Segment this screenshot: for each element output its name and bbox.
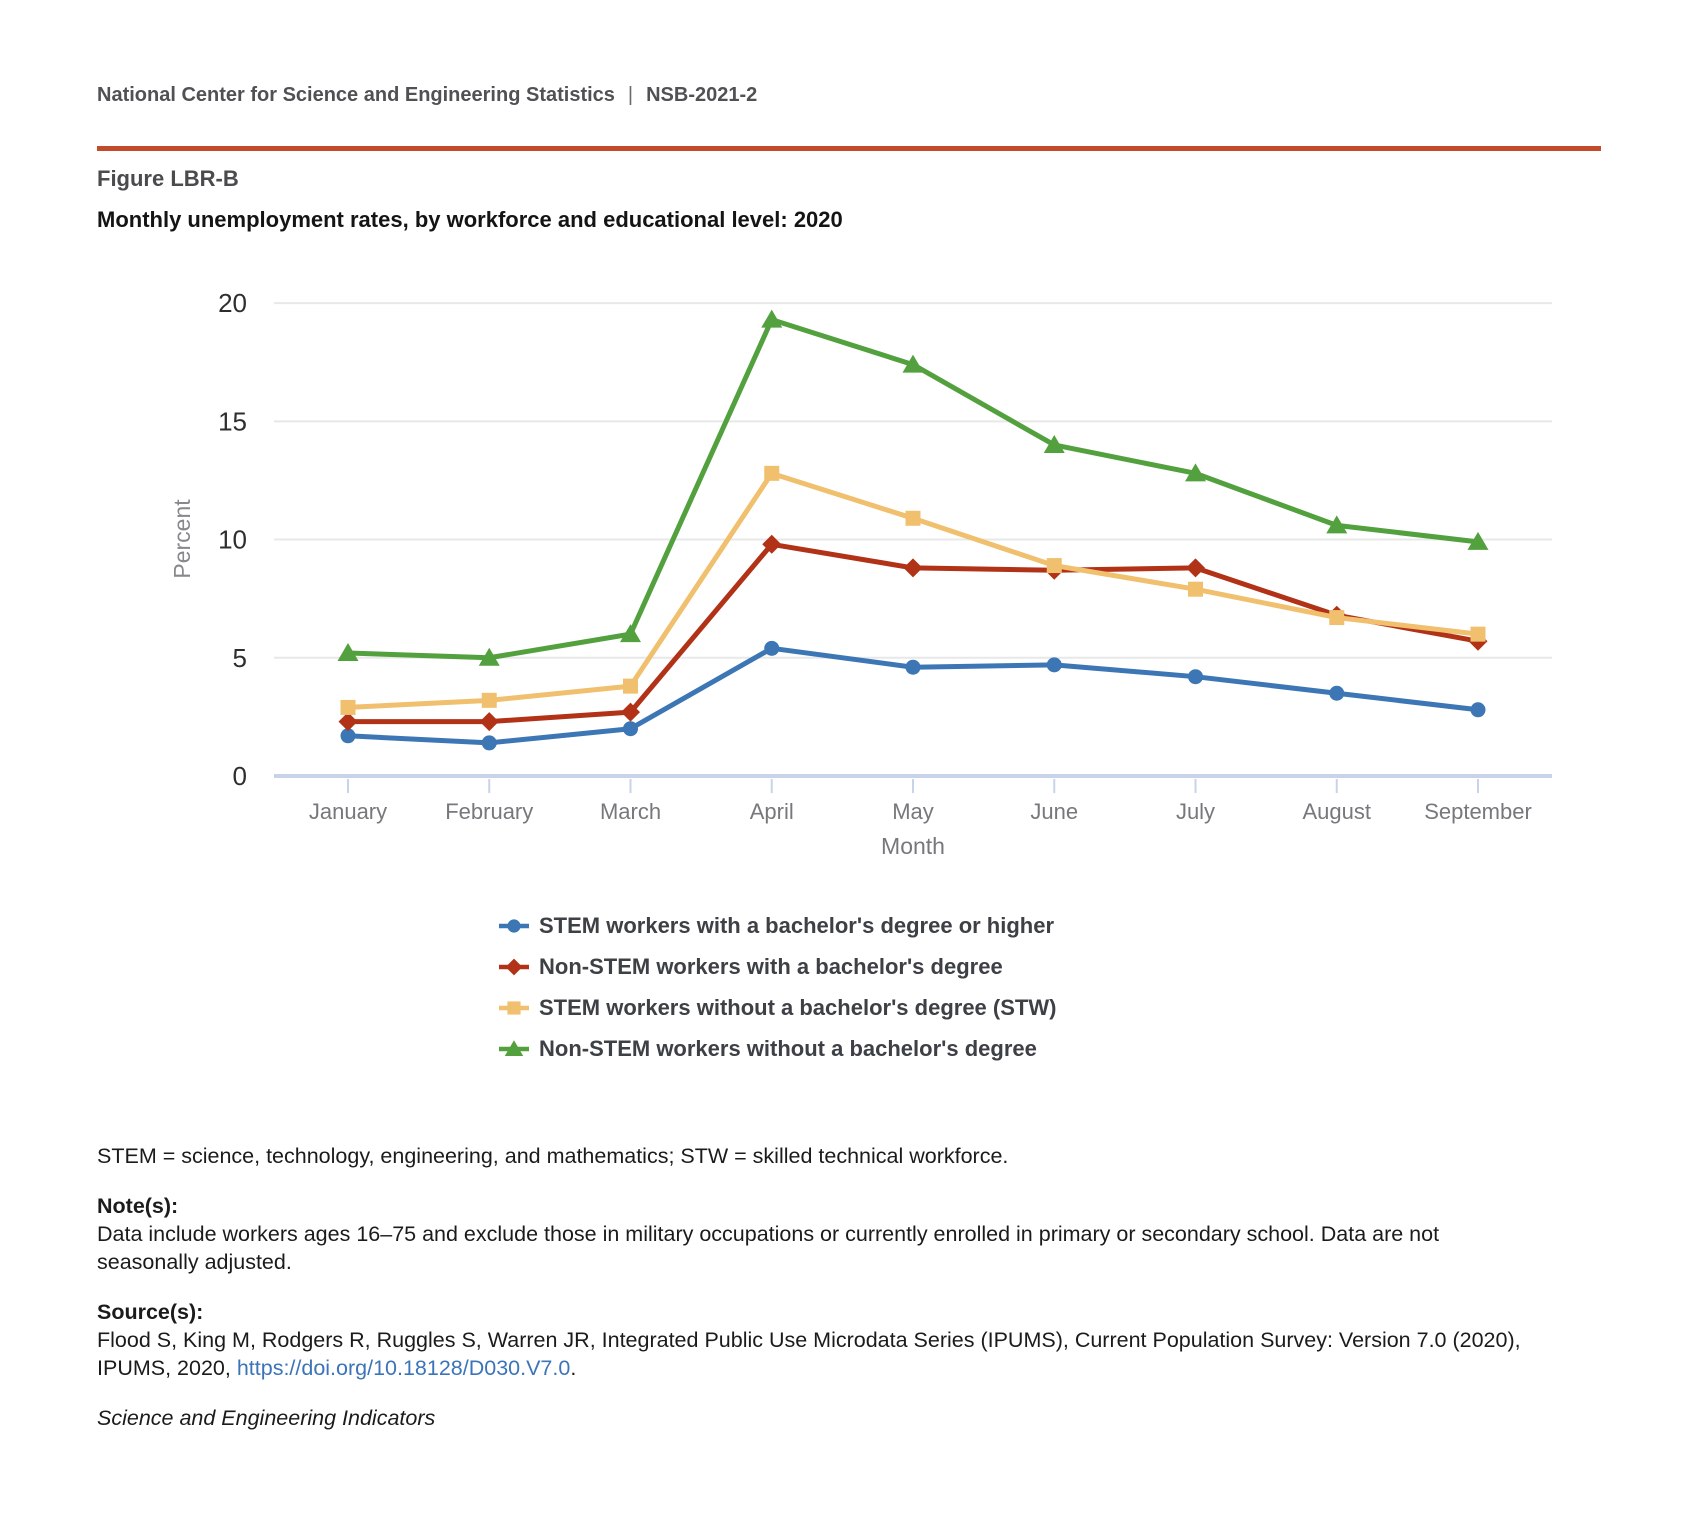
data-point-triangle xyxy=(478,647,500,666)
data-point-triangle xyxy=(1185,463,1206,482)
y-tick-label: 15 xyxy=(218,406,247,436)
x-axis-ticks xyxy=(347,779,1479,793)
data-point-circle xyxy=(1188,669,1203,685)
notes-label: Note(s): xyxy=(97,1194,179,1218)
data-point-triangle xyxy=(761,309,783,328)
data-point-square xyxy=(905,510,921,526)
data-point-square xyxy=(1329,610,1345,626)
doi-link[interactable]: https://doi.org/10.18128/D030.V7.0 xyxy=(236,1356,571,1380)
legend-marker-triangle xyxy=(499,1039,529,1056)
gridlines xyxy=(274,302,1552,659)
legend-label: STEM workers with a bachelor's degree or… xyxy=(539,912,1055,938)
series-circle xyxy=(340,640,1486,751)
data-point-triangle xyxy=(504,1039,524,1056)
legend-label: Non-STEM workers without a bachelor's de… xyxy=(539,1035,1037,1061)
x-tick-label: June xyxy=(1030,799,1078,824)
data-point-circle xyxy=(905,659,921,675)
data-point-circle xyxy=(764,640,780,656)
page-header: National Center for Science and Engineer… xyxy=(97,84,757,107)
x-tick-label: January xyxy=(309,799,387,824)
y-tick-label: 5 xyxy=(233,643,247,673)
attribution: Science and Engineering Indicators xyxy=(97,1406,436,1430)
x-tick-label: August xyxy=(1303,799,1372,824)
x-axis-title: Month xyxy=(881,833,945,859)
data-point-circle xyxy=(1470,702,1486,718)
x-tick-label: May xyxy=(892,799,934,824)
data-point-diamond xyxy=(338,712,358,732)
data-point-circle xyxy=(340,728,356,744)
unemployment-line-chart: 0 5 10 15 20 January February March April May June… xyxy=(169,288,1552,859)
abbreviation-note: STEM = science, technology, engineering,… xyxy=(97,1144,1009,1168)
header-separator: | xyxy=(627,84,634,106)
data-point-square xyxy=(1188,581,1203,597)
legend-label: STEM workers without a bachelor's degree… xyxy=(539,994,1057,1020)
legend-label: Non-STEM workers with a bachelor's degre… xyxy=(539,953,1003,979)
y-axis-title: Percent xyxy=(169,499,195,579)
notes-line-1: Data include workers ages 16–75 and excl… xyxy=(97,1222,1440,1246)
data-point-triangle xyxy=(1043,434,1065,453)
data-point-diamond xyxy=(479,712,499,732)
notes-block: Note(s): Data include workers ages 16–75… xyxy=(97,1192,1521,1276)
series-square xyxy=(340,465,1486,715)
data-point-square xyxy=(764,465,780,481)
legend-item: Non-STEM workers without a bachelor's de… xyxy=(498,1028,1056,1069)
x-tick-label: July xyxy=(1176,799,1215,824)
y-axis-tick-labels: 0 5 10 15 20 xyxy=(218,288,247,791)
data-point-circle xyxy=(507,918,521,933)
data-point-square xyxy=(507,1000,521,1015)
chart-legend: STEM workers with a bachelor's degree or… xyxy=(498,905,1056,1069)
data-point-diamond xyxy=(621,702,640,722)
data-point-triangle xyxy=(1326,515,1348,534)
header-org: National Center for Science and Engineer… xyxy=(97,84,615,106)
data-point-circle xyxy=(481,735,497,751)
data-point-square xyxy=(481,692,497,708)
sources-line-1: Flood S, King M, Rodgers R, Ruggles S, W… xyxy=(97,1328,1521,1352)
data-point-triangle xyxy=(902,354,924,373)
data-point-diamond xyxy=(505,958,523,975)
accent-divider xyxy=(97,146,1601,151)
x-tick-label: September xyxy=(1424,799,1532,824)
x-tick-label: April xyxy=(750,799,794,824)
data-point-circle xyxy=(623,721,638,737)
legend-item: STEM workers with a bachelor's degree or… xyxy=(498,905,1056,946)
header-report-id: NSB-2021-2 xyxy=(646,84,758,106)
y-tick-label: 0 xyxy=(233,761,247,791)
sources-line-2: IPUMS, 2020, https://doi.org/10.18128/D0… xyxy=(97,1354,1521,1382)
data-point-triangle xyxy=(620,624,641,643)
figure-label: Figure LBR-B xyxy=(97,166,239,191)
sources-line2-suffix: . xyxy=(570,1356,577,1380)
series-diamond xyxy=(338,534,1488,732)
legend-marker-circle xyxy=(499,918,529,933)
y-tick-label: 20 xyxy=(218,288,247,318)
data-point-square xyxy=(623,678,638,694)
series-triangle xyxy=(337,309,1489,666)
x-tick-label: February xyxy=(445,799,533,824)
data-point-circle xyxy=(1046,657,1062,673)
data-point-square xyxy=(340,699,356,715)
footnotes: STEM = science, technology, engineering,… xyxy=(97,1142,1521,1432)
legend-marker-square xyxy=(499,1000,529,1015)
data-point-diamond xyxy=(762,534,782,554)
data-point-diamond xyxy=(903,558,923,578)
x-tick-label: March xyxy=(600,799,661,824)
sources-line2-prefix: IPUMS, 2020, xyxy=(97,1356,237,1380)
data-point-square xyxy=(1470,626,1486,642)
legend-item: Non-STEM workers with a bachelor's degre… xyxy=(498,946,1056,987)
x-axis-tick-labels: January February March April May June July Augu… xyxy=(309,799,1532,824)
sources-block: Source(s): Flood S, King M, Rodgers R, R… xyxy=(97,1298,1521,1382)
data-point-triangle xyxy=(1467,531,1489,550)
legend-marker-diamond xyxy=(499,958,529,975)
data-point-circle xyxy=(1329,685,1345,701)
notes-line-2: seasonally adjusted. xyxy=(97,1250,292,1274)
data-point-square xyxy=(1046,558,1062,574)
legend-item: STEM workers without a bachelor's degree… xyxy=(498,987,1056,1028)
data-point-triangle xyxy=(337,643,359,662)
y-tick-label: 10 xyxy=(218,525,247,555)
sources-label: Source(s): xyxy=(97,1300,204,1324)
data-point-diamond xyxy=(1186,558,1205,578)
figure-title: Monthly unemployment rates, by workforce… xyxy=(97,207,843,232)
